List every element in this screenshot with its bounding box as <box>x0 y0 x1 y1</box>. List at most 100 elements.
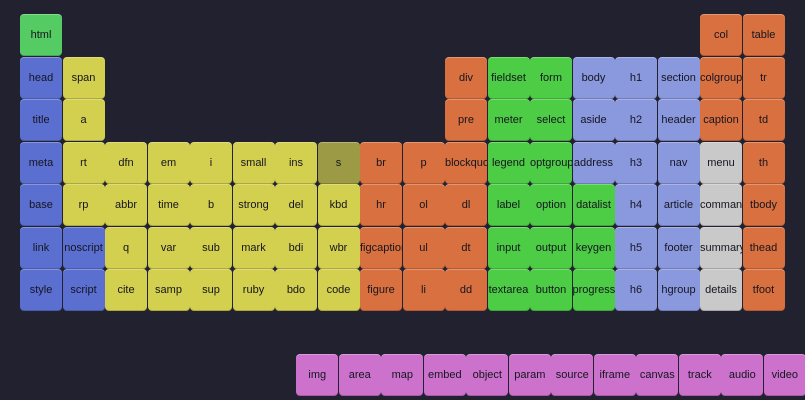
element-tile-bdo[interactable]: bdo <box>275 269 317 311</box>
element-tile-a[interactable]: a <box>62 99 105 141</box>
element-tile-samp[interactable]: samp <box>147 269 190 311</box>
element-tile-table[interactable]: table <box>742 14 785 56</box>
element-tile-code[interactable]: code <box>317 269 360 311</box>
element-tile-meter[interactable]: meter <box>487 99 530 141</box>
element-tile-map[interactable]: map <box>381 354 424 396</box>
element-tile-iframe[interactable]: iframe <box>593 354 636 396</box>
element-tile-command[interactable]: command <box>700 184 742 226</box>
element-tile-embed[interactable]: embed <box>423 354 466 396</box>
element-tile-html[interactable]: html <box>20 14 62 56</box>
element-tile-article[interactable]: article <box>657 184 700 226</box>
element-tile-abbr[interactable]: abbr <box>105 184 147 226</box>
element-tile-q[interactable]: q <box>105 226 147 269</box>
element-tile-dt[interactable]: dt <box>445 226 487 269</box>
element-tile-p[interactable]: p <box>402 141 445 184</box>
element-tile-head[interactable]: head <box>20 56 62 99</box>
element-tile-video[interactable]: video <box>763 354 805 396</box>
element-tile-button[interactable]: button <box>530 269 572 311</box>
element-tile-tbody[interactable]: tbody <box>742 184 785 226</box>
element-tile-th[interactable]: th <box>742 141 785 184</box>
element-tile-cite[interactable]: cite <box>105 269 147 311</box>
element-tile-em[interactable]: em <box>147 141 190 184</box>
element-tile-sub[interactable]: sub <box>190 226 232 269</box>
element-tile-textarea[interactable]: textarea <box>487 269 530 311</box>
element-tile-figure[interactable]: figure <box>360 269 402 311</box>
element-tile-param[interactable]: param <box>508 354 551 396</box>
element-tile-hgroup[interactable]: hgroup <box>657 269 700 311</box>
element-tile-track[interactable]: track <box>678 354 721 396</box>
element-tile-legend[interactable]: legend <box>487 141 530 184</box>
element-tile-source[interactable]: source <box>551 354 594 396</box>
element-tile-area[interactable]: area <box>338 354 381 396</box>
element-tile-form[interactable]: form <box>530 56 572 99</box>
element-tile-br[interactable]: br <box>360 141 402 184</box>
element-tile-caption[interactable]: caption <box>700 99 742 141</box>
element-tile-var[interactable]: var <box>147 226 190 269</box>
element-tile-datalist[interactable]: datalist <box>572 184 615 226</box>
element-tile-tr[interactable]: tr <box>742 56 785 99</box>
element-tile-summary[interactable]: summary <box>700 226 742 269</box>
element-tile-base[interactable]: base <box>20 184 62 226</box>
element-tile-img[interactable]: img <box>296 354 339 396</box>
element-tile-time[interactable]: time <box>147 184 190 226</box>
element-tile-ol[interactable]: ol <box>402 184 445 226</box>
element-tile-h5[interactable]: h5 <box>615 226 657 269</box>
element-tile-h1[interactable]: h1 <box>615 56 657 99</box>
element-tile-h4[interactable]: h4 <box>615 184 657 226</box>
element-tile-body[interactable]: body <box>572 56 615 99</box>
element-tile-thead[interactable]: thead <box>742 226 785 269</box>
element-tile-i[interactable]: i <box>190 141 232 184</box>
element-tile-mark[interactable]: mark <box>232 226 275 269</box>
element-tile-h3[interactable]: h3 <box>615 141 657 184</box>
element-tile-b[interactable]: b <box>190 184 232 226</box>
element-tile-optgroup[interactable]: optgroup <box>530 141 572 184</box>
element-tile-rt[interactable]: rt <box>62 141 105 184</box>
element-tile-link[interactable]: link <box>20 226 62 269</box>
element-tile-option[interactable]: option <box>530 184 572 226</box>
element-tile-progress[interactable]: progress <box>572 269 615 311</box>
element-tile-ins[interactable]: ins <box>275 141 317 184</box>
element-tile-menu[interactable]: menu <box>700 141 742 184</box>
element-tile-output[interactable]: output <box>530 226 572 269</box>
element-tile-header[interactable]: header <box>657 99 700 141</box>
element-tile-pre[interactable]: pre <box>445 99 487 141</box>
element-tile-dl[interactable]: dl <box>445 184 487 226</box>
element-tile-rp[interactable]: rp <box>62 184 105 226</box>
element-tile-ruby[interactable]: ruby <box>232 269 275 311</box>
element-tile-hr[interactable]: hr <box>360 184 402 226</box>
element-tile-tfoot[interactable]: tfoot <box>742 269 785 311</box>
element-tile-script[interactable]: script <box>62 269 105 311</box>
element-tile-style[interactable]: style <box>20 269 62 311</box>
element-tile-fieldset[interactable]: fieldset <box>487 56 530 99</box>
element-tile-ul[interactable]: ul <box>402 226 445 269</box>
element-tile-sup[interactable]: sup <box>190 269 232 311</box>
element-tile-object[interactable]: object <box>466 354 509 396</box>
element-tile-col[interactable]: col <box>700 14 742 56</box>
element-tile-bdi[interactable]: bdi <box>275 226 317 269</box>
element-tile-blockquote[interactable]: blockquote <box>445 141 487 184</box>
element-tile-section[interactable]: section <box>657 56 700 99</box>
element-tile-footer[interactable]: footer <box>657 226 700 269</box>
element-tile-h6[interactable]: h6 <box>615 269 657 311</box>
element-tile-details[interactable]: details <box>700 269 742 311</box>
element-tile-strong[interactable]: strong <box>232 184 275 226</box>
element-tile-nav[interactable]: nav <box>657 141 700 184</box>
element-tile-audio[interactable]: audio <box>721 354 764 396</box>
element-tile-div[interactable]: div <box>445 56 487 99</box>
element-tile-dd[interactable]: dd <box>445 269 487 311</box>
element-tile-td[interactable]: td <box>742 99 785 141</box>
element-tile-canvas[interactable]: canvas <box>636 354 679 396</box>
element-tile-select[interactable]: select <box>530 99 572 141</box>
element-tile-colgroup[interactable]: colgroup <box>700 56 742 99</box>
element-tile-li[interactable]: li <box>402 269 445 311</box>
element-tile-label[interactable]: label <box>487 184 530 226</box>
element-tile-input[interactable]: input <box>487 226 530 269</box>
element-tile-s[interactable]: s <box>317 141 360 184</box>
element-tile-wbr[interactable]: wbr <box>317 226 360 269</box>
element-tile-h2[interactable]: h2 <box>615 99 657 141</box>
element-tile-title[interactable]: title <box>20 99 62 141</box>
element-tile-dfn[interactable]: dfn <box>105 141 147 184</box>
element-tile-figcaption[interactable]: figcaption <box>360 226 402 269</box>
element-tile-noscript[interactable]: noscript <box>62 226 105 269</box>
element-tile-small[interactable]: small <box>232 141 275 184</box>
